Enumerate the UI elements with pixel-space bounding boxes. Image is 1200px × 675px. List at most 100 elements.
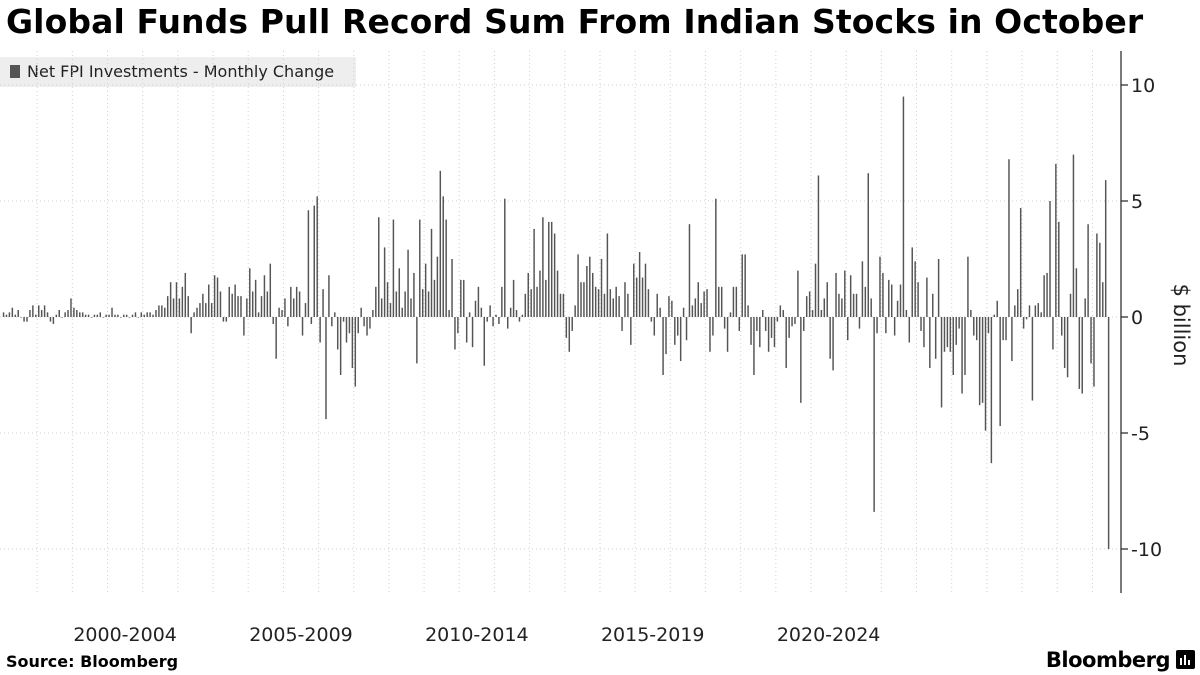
- bar: [49, 317, 52, 322]
- bar: [653, 317, 656, 336]
- bar: [650, 317, 653, 322]
- bar: [166, 296, 169, 317]
- bar: [656, 293, 658, 317]
- bar: [310, 317, 313, 324]
- bar: [665, 317, 667, 355]
- bar: [1028, 305, 1031, 317]
- bar: [1096, 233, 1098, 317]
- bar: [929, 317, 931, 369]
- bar: [295, 286, 298, 317]
- bar: [436, 256, 439, 317]
- bar: [155, 310, 157, 317]
- bar: [90, 317, 93, 318]
- bar: [659, 307, 661, 317]
- bar: [562, 293, 565, 317]
- bar: [940, 317, 943, 408]
- bar: [805, 296, 808, 317]
- bar: [35, 314, 37, 317]
- bar: [263, 275, 266, 317]
- bar: [298, 291, 301, 317]
- bar: [744, 254, 746, 317]
- bar: [545, 279, 547, 317]
- bar: [32, 305, 34, 317]
- bar: [152, 314, 154, 317]
- bar: [445, 219, 447, 317]
- bar: [1017, 289, 1019, 317]
- bar: [219, 291, 222, 317]
- bar: [190, 317, 192, 334]
- bar: [867, 173, 869, 317]
- bar: [694, 298, 697, 317]
- bar: [937, 259, 940, 317]
- bar: [709, 317, 711, 352]
- bar: [1060, 317, 1063, 336]
- bar: [1087, 224, 1089, 317]
- bar: [621, 317, 623, 331]
- bar: [1099, 242, 1101, 317]
- bar: [964, 317, 966, 375]
- bar: [829, 317, 831, 359]
- bar: [770, 317, 773, 338]
- bar: [407, 249, 409, 317]
- bar: [559, 293, 562, 317]
- bar: [187, 296, 189, 317]
- bar: [1019, 207, 1022, 317]
- bar: [932, 293, 934, 317]
- bar: [987, 317, 990, 334]
- bar: [844, 270, 846, 317]
- bar: [1011, 317, 1013, 362]
- bar: [764, 317, 767, 331]
- bar: [967, 256, 969, 317]
- bar: [624, 282, 626, 317]
- bar: [729, 312, 732, 317]
- bar: [943, 317, 946, 352]
- legend-swatch: [10, 65, 20, 78]
- bar: [175, 282, 178, 317]
- bar: [275, 317, 277, 359]
- bar: [823, 298, 826, 317]
- bar: [873, 317, 875, 512]
- bar: [161, 305, 163, 317]
- bar: [339, 317, 342, 375]
- bar: [463, 279, 465, 317]
- bar: [55, 314, 58, 317]
- bar: [73, 307, 75, 317]
- bar: [398, 268, 401, 317]
- vertical-gridlines: [36, 51, 1093, 593]
- bar: [284, 298, 286, 317]
- bar: [410, 298, 412, 317]
- bar: [93, 314, 96, 317]
- bar: [246, 298, 248, 317]
- bar: [797, 270, 799, 317]
- bar: [1102, 282, 1104, 317]
- bar: [855, 293, 858, 317]
- bar: [858, 317, 861, 329]
- bar: [316, 196, 318, 317]
- bar: [647, 289, 650, 317]
- y-axis: 10 5 0 -5 -10: [1120, 51, 1162, 593]
- bar: [465, 317, 468, 343]
- bar: [697, 282, 699, 317]
- bar: [20, 317, 22, 318]
- bar: [548, 221, 550, 317]
- bar: [568, 317, 571, 352]
- bar: [838, 293, 840, 317]
- bar: [808, 291, 811, 317]
- x-axis: 2000-2004 2005-2009 2010-2014 2015-2019 2020…: [73, 624, 880, 646]
- bar: [635, 277, 638, 317]
- bar: [240, 296, 242, 317]
- bar: [117, 314, 119, 317]
- bar: [978, 317, 981, 406]
- bar: [99, 312, 102, 317]
- bar: [1008, 159, 1010, 317]
- bar: [700, 303, 702, 317]
- bar: [213, 275, 216, 317]
- bar: [706, 289, 708, 317]
- x-tick-label: 2000-2004: [73, 624, 177, 646]
- bar: [1107, 317, 1110, 549]
- bar: [1037, 303, 1040, 317]
- bar: [524, 293, 527, 317]
- bar: [498, 317, 500, 324]
- bar: [196, 307, 198, 317]
- bar: [679, 317, 682, 362]
